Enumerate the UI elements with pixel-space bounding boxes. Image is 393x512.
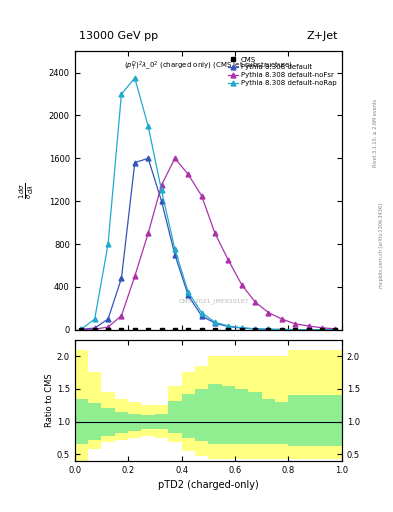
Pythia 8.308 default-noRap — [106, 241, 110, 247]
Pythia 8.308 default — [266, 326, 271, 332]
Pythia 8.308 default-noRap — [279, 327, 284, 333]
CMS — [92, 327, 97, 333]
Line: CMS: CMS — [79, 327, 338, 332]
Text: CMS_2021_JME920187: CMS_2021_JME920187 — [178, 298, 249, 304]
Pythia 8.308 default-noFsr — [146, 230, 151, 237]
Line: Pythia 8.308 default: Pythia 8.308 default — [79, 156, 338, 332]
Pythia 8.308 default — [213, 320, 217, 326]
Pythia 8.308 default-noFsr — [199, 193, 204, 199]
Pythia 8.308 default-noFsr — [333, 326, 338, 332]
CMS — [106, 327, 110, 333]
Pythia 8.308 default — [159, 198, 164, 204]
Pythia 8.308 default — [132, 160, 137, 166]
Pythia 8.308 default — [106, 316, 110, 322]
Pythia 8.308 default-noFsr — [279, 316, 284, 322]
Text: 13000 GeV pp: 13000 GeV pp — [79, 31, 158, 41]
CMS — [199, 327, 204, 333]
Pythia 8.308 default-noFsr — [213, 230, 217, 237]
Pythia 8.308 default-noRap — [333, 327, 338, 333]
Pythia 8.308 default — [293, 327, 298, 333]
Pythia 8.308 default-noRap — [132, 75, 137, 81]
Pythia 8.308 default-noFsr — [132, 273, 137, 279]
Pythia 8.308 default-noRap — [199, 310, 204, 316]
Pythia 8.308 default — [146, 155, 151, 161]
Pythia 8.308 default-noFsr — [226, 257, 231, 263]
Pythia 8.308 default-noRap — [79, 326, 84, 332]
Pythia 8.308 default — [186, 292, 191, 298]
CMS — [239, 327, 244, 333]
Pythia 8.308 default — [173, 252, 177, 258]
Pythia 8.308 default-noFsr — [239, 282, 244, 288]
Pythia 8.308 default-noRap — [266, 326, 271, 332]
Pythia 8.308 default-noRap — [159, 187, 164, 194]
Pythia 8.308 default-noRap — [253, 326, 257, 332]
Pythia 8.308 default-noFsr — [253, 299, 257, 305]
Pythia 8.308 default-noRap — [146, 123, 151, 129]
Y-axis label: Ratio to CMS: Ratio to CMS — [45, 373, 54, 427]
Pythia 8.308 default-noFsr — [92, 326, 97, 332]
Pythia 8.308 default-noRap — [173, 246, 177, 252]
Text: Z+Jet: Z+Jet — [307, 31, 338, 41]
Pythia 8.308 default-noRap — [186, 289, 191, 295]
Pythia 8.308 default-noRap — [320, 327, 324, 333]
CMS — [186, 327, 191, 333]
Pythia 8.308 default — [306, 327, 311, 333]
Line: Pythia 8.308 default-noFsr: Pythia 8.308 default-noFsr — [79, 156, 338, 332]
Pythia 8.308 default-noFsr — [293, 321, 298, 327]
Pythia 8.308 default-noRap — [92, 316, 97, 322]
Pythia 8.308 default-noFsr — [119, 313, 124, 319]
Pythia 8.308 default — [92, 325, 97, 331]
Pythia 8.308 default-noFsr — [159, 182, 164, 188]
CMS — [306, 327, 311, 333]
Pythia 8.308 default-noRap — [213, 319, 217, 325]
CMS — [320, 327, 324, 333]
CMS — [226, 327, 231, 333]
Line: Pythia 8.308 default-noRap: Pythia 8.308 default-noRap — [79, 76, 338, 332]
CMS — [266, 327, 271, 333]
CMS — [293, 327, 298, 333]
Text: mcplots.cern.ch [arXiv:1306.3436]: mcplots.cern.ch [arXiv:1306.3436] — [380, 203, 384, 288]
CMS — [132, 327, 137, 333]
Pythia 8.308 default — [119, 275, 124, 282]
Text: $\frac{1}{\sigma}\frac{d\sigma}{d\lambda}$: $\frac{1}{\sigma}\frac{d\sigma}{d\lambda… — [17, 182, 36, 199]
Pythia 8.308 default-noFsr — [266, 310, 271, 316]
CMS — [279, 327, 284, 333]
CMS — [253, 327, 257, 333]
Pythia 8.308 default-noFsr — [306, 323, 311, 329]
Pythia 8.308 default-noRap — [226, 323, 231, 329]
Pythia 8.308 default-noRap — [293, 327, 298, 333]
Pythia 8.308 default-noFsr — [320, 325, 324, 331]
Text: Rivet 3.1.10, ≥ 2.6M events: Rivet 3.1.10, ≥ 2.6M events — [373, 99, 378, 167]
CMS — [213, 327, 217, 333]
CMS — [333, 327, 338, 333]
Legend: CMS, Pythia 8.308 default, Pythia 8.308 default-noFsr, Pythia 8.308 default-noRa: CMS, Pythia 8.308 default, Pythia 8.308 … — [226, 55, 338, 88]
CMS — [159, 327, 164, 333]
CMS — [119, 327, 124, 333]
Pythia 8.308 default — [279, 327, 284, 333]
Pythia 8.308 default-noFsr — [186, 172, 191, 178]
Pythia 8.308 default — [199, 313, 204, 319]
Pythia 8.308 default — [320, 327, 324, 333]
Pythia 8.308 default-noFsr — [106, 324, 110, 330]
Pythia 8.308 default-noRap — [239, 325, 244, 331]
X-axis label: pTD2 (charged-only): pTD2 (charged-only) — [158, 480, 259, 490]
Pythia 8.308 default — [333, 327, 338, 333]
Pythia 8.308 default-noRap — [119, 91, 124, 97]
Pythia 8.308 default — [253, 326, 257, 332]
Text: $(p_T^D)^2\lambda\_0^2$ (charged only) (CMS jet substructure): $(p_T^D)^2\lambda\_0^2$ (charged only) (… — [124, 59, 293, 73]
Pythia 8.308 default-noFsr — [79, 327, 84, 333]
CMS — [173, 327, 177, 333]
Pythia 8.308 default-noFsr — [173, 155, 177, 161]
Pythia 8.308 default — [226, 324, 231, 330]
Pythia 8.308 default — [79, 326, 84, 332]
CMS — [79, 327, 84, 333]
CMS — [146, 327, 151, 333]
Pythia 8.308 default-noRap — [306, 327, 311, 333]
Pythia 8.308 default — [239, 325, 244, 331]
